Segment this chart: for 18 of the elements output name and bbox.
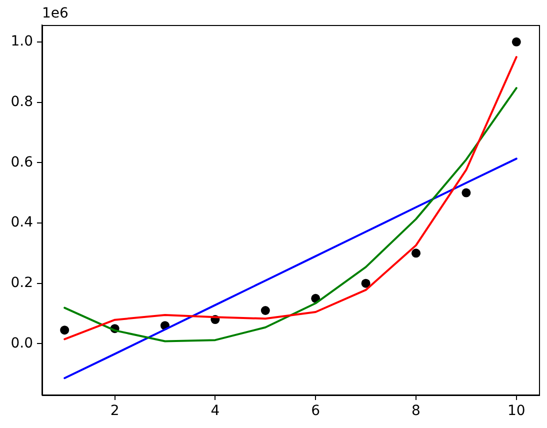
y-tick-label: 0.6: [10, 154, 34, 170]
y-tick-label: 0.8: [10, 94, 33, 110]
y-tick-label: 0.0: [10, 335, 33, 352]
point: [462, 188, 471, 198]
y-tick-label: 1.0: [10, 34, 33, 50]
x-tick-label: 4: [210, 403, 220, 420]
x-tick-label: 8: [412, 403, 420, 420]
point: [412, 248, 421, 258]
y-tick-label: 0.2: [10, 274, 33, 291]
x-tick-label: 6: [311, 403, 320, 420]
point: [361, 278, 370, 288]
point: [260, 306, 270, 315]
x-tick-label: 10: [507, 403, 526, 420]
point: [60, 326, 70, 335]
x-tick-label: 2: [110, 403, 120, 420]
y-tick-label: 0.4: [10, 214, 34, 231]
point: [512, 37, 521, 46]
text: 1e6: [42, 6, 69, 22]
